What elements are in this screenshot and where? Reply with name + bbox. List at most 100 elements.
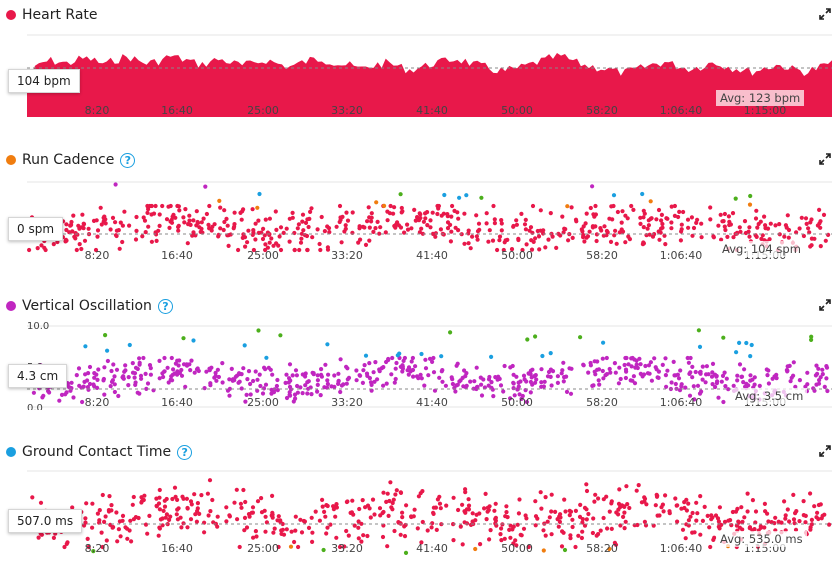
run-cadence-point xyxy=(747,225,752,230)
ground-contact-time-point xyxy=(533,514,539,519)
run-cadence-point xyxy=(350,210,355,215)
run-cadence-point xyxy=(240,235,245,240)
vertical-oscillation-point xyxy=(592,369,597,374)
vertical-oscillation-point xyxy=(716,395,721,400)
ground-contact-time-point xyxy=(393,492,398,497)
vertical-oscillation-point xyxy=(311,372,316,377)
ground-contact-time-point xyxy=(483,491,488,496)
ground-contact-time-point xyxy=(808,527,813,532)
run-cadence-point xyxy=(358,237,363,242)
vertical-oscillation-point xyxy=(685,355,690,361)
run-cadence-point xyxy=(167,225,172,230)
run-cadence-point xyxy=(497,234,503,239)
ground-contact-time-point xyxy=(690,510,695,516)
vertical-oscillation-point xyxy=(604,372,610,377)
ground-contact-time-point xyxy=(791,492,796,497)
ground-contact-time-point xyxy=(381,490,386,495)
ground-contact-time-point xyxy=(498,532,503,537)
run-cadence-title-row: Run Cadence ? xyxy=(0,149,136,171)
ground-contact-time-point xyxy=(388,480,393,485)
run-cadence-point xyxy=(528,225,534,230)
vertical-oscillation-point xyxy=(791,373,796,378)
ground-contact-time-point xyxy=(325,525,330,530)
ground-contact-time-point xyxy=(466,497,471,502)
run-cadence-point xyxy=(685,217,691,222)
run-cadence-point xyxy=(267,240,272,245)
heart-rate-dot-icon xyxy=(6,10,16,20)
ground-contact-time-point xyxy=(380,534,386,540)
run-cadence-point xyxy=(309,206,314,211)
run-cadence-outlier-point xyxy=(464,193,469,198)
vertical-oscillation-point xyxy=(381,383,386,388)
vertical-oscillation-point xyxy=(649,378,655,383)
ground-contact-time-point xyxy=(359,521,364,526)
run-cadence-point xyxy=(118,220,123,225)
ground-contact-time-point xyxy=(819,516,824,521)
ground-contact-time-point xyxy=(698,532,703,537)
vertical-oscillation-chart[interactable]: 8:20 16:40 25:00 33:20 41:40 50:00 58:20 1:06:4… xyxy=(0,318,837,410)
vertical-oscillation-point xyxy=(660,362,665,367)
ground-contact-time-point xyxy=(206,513,211,518)
run-cadence-point xyxy=(806,226,811,231)
vertical-oscillation-point xyxy=(443,383,448,388)
run-cadence-point xyxy=(818,219,823,224)
run-cadence-point xyxy=(476,221,482,226)
ground-contact-time-point xyxy=(822,512,827,517)
run-cadence-point xyxy=(63,237,69,242)
run-cadence-point xyxy=(176,223,181,228)
vertical-oscillation-point xyxy=(495,377,500,382)
ground-contact-time-point xyxy=(263,514,268,519)
heart-rate-x-tick-label: 8:20 xyxy=(85,104,110,117)
ground-contact-time-point xyxy=(320,497,325,502)
run-cadence-point xyxy=(617,230,622,235)
vertical-oscillation-point xyxy=(274,383,279,389)
expand-icon[interactable] xyxy=(819,8,831,20)
vertical-oscillation-point xyxy=(735,373,740,378)
heart-rate-x-tick-label: 41:40 xyxy=(416,104,448,117)
ground-contact-time-chart[interactable]: 8:20 16:40 25:00 33:20 41:40 50:00 58:20 1:06:4… xyxy=(0,467,837,562)
heart-rate-chart[interactable]: 8:20 16:40 25:00 33:20 41:40 50:00 58:20 1:06:4… xyxy=(0,34,837,120)
vertical-oscillation-point xyxy=(148,366,153,371)
ground-contact-time-point xyxy=(244,525,250,530)
ground-contact-time-point xyxy=(227,513,232,518)
vertical-oscillation-point xyxy=(172,371,177,376)
vertical-oscillation-point xyxy=(591,383,596,388)
ground-contact-time-point xyxy=(320,504,325,509)
vertical-oscillation-point xyxy=(490,387,495,392)
run-cadence-point xyxy=(421,219,426,224)
ground-contact-time-point xyxy=(493,515,498,520)
run-cadence-point xyxy=(588,205,593,211)
run-cadence-point xyxy=(366,205,371,210)
run-cadence-point xyxy=(594,232,600,237)
ground-contact-time-point xyxy=(346,533,351,538)
run-cadence-outlier-point xyxy=(374,200,379,205)
run-cadence-chart[interactable]: 8:20 16:40 25:00 33:20 41:40 50:00 58:20 1:06:4… xyxy=(0,178,837,264)
run-cadence-point xyxy=(450,203,455,209)
expand-icon[interactable] xyxy=(819,153,831,165)
vertical-oscillation-point xyxy=(292,392,298,397)
run-cadence-point xyxy=(281,230,286,235)
ground-contact-time-point xyxy=(675,503,680,508)
help-icon[interactable]: ? xyxy=(157,298,173,314)
vertical-oscillation-point xyxy=(229,366,234,371)
ground-contact-time-point xyxy=(323,514,328,519)
run-cadence-point xyxy=(514,222,520,227)
vertical-oscillation-point xyxy=(630,378,635,383)
run-cadence-point xyxy=(821,212,827,217)
ground-contact-time-point xyxy=(815,510,820,515)
run-cadence-point xyxy=(672,213,678,218)
run-cadence-point xyxy=(725,234,730,239)
help-icon[interactable]: ? xyxy=(120,152,136,168)
help-icon[interactable]: ? xyxy=(177,444,193,460)
ground-contact-time-point xyxy=(250,510,255,515)
run-cadence-point xyxy=(114,233,119,239)
ground-contact-time-point xyxy=(584,517,589,522)
vertical-oscillation-point xyxy=(354,378,359,383)
run-cadence-point xyxy=(363,242,369,247)
expand-icon[interactable] xyxy=(819,445,831,457)
ground-contact-time-point xyxy=(253,529,258,534)
expand-icon[interactable] xyxy=(819,299,831,311)
run-cadence-point xyxy=(491,203,496,209)
ground-contact-time-point xyxy=(555,517,560,522)
vertical-oscillation-point xyxy=(220,361,225,366)
